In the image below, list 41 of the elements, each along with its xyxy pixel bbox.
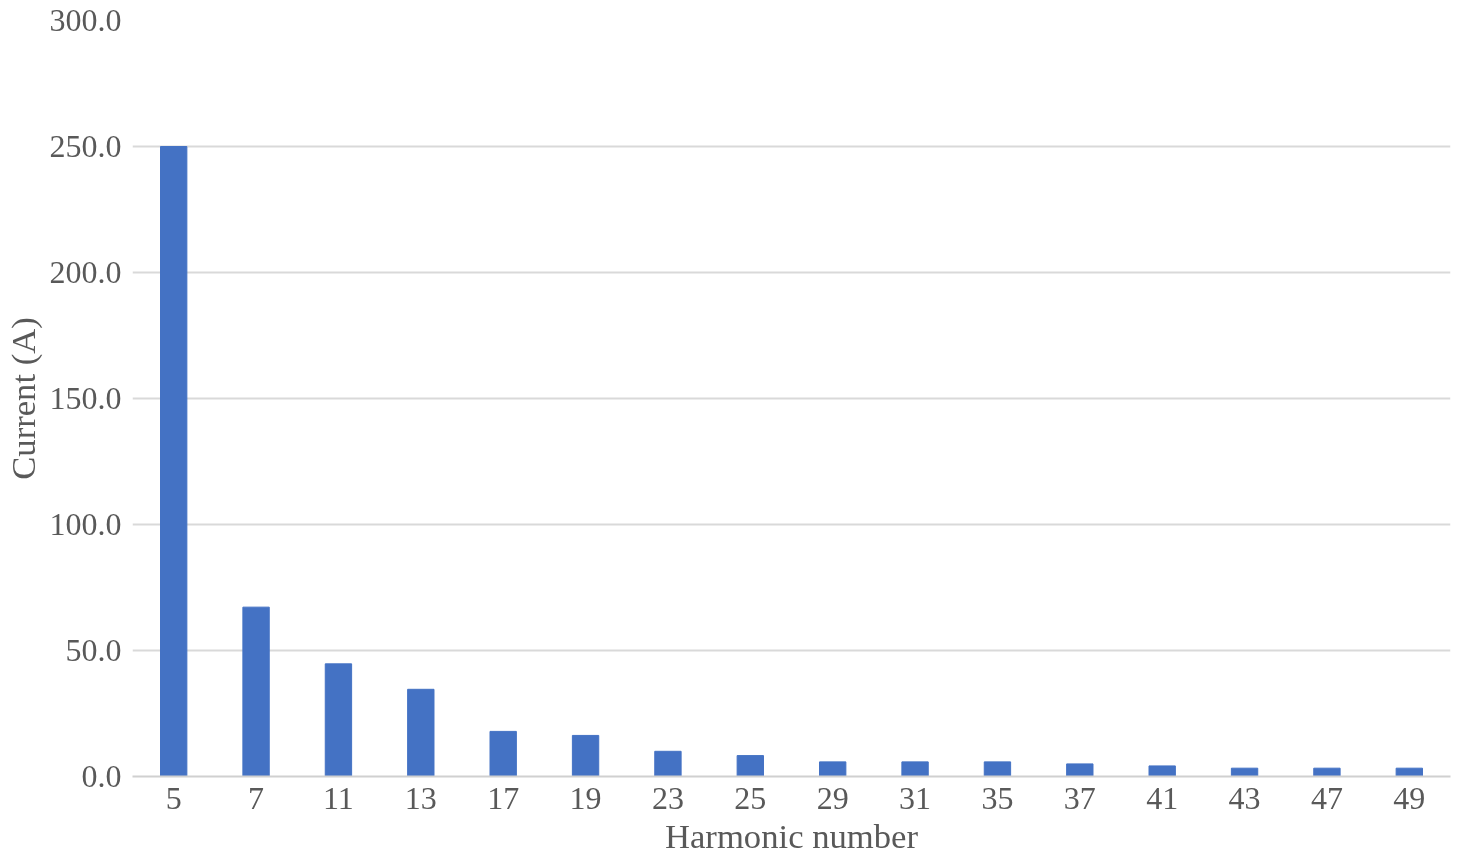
- bar: [819, 761, 847, 777]
- x-tick-label: 47: [1310, 779, 1343, 816]
- x-tick-label: 7: [248, 779, 265, 816]
- bar: [407, 688, 435, 777]
- x-tick-label: 5: [165, 779, 182, 816]
- y-tick-label: 100.0: [49, 506, 122, 542]
- x-tick-label: 49: [1393, 779, 1426, 816]
- x-tick-label: 11: [323, 779, 354, 816]
- x-tick-label: 23: [651, 779, 684, 816]
- bar: [1313, 767, 1341, 777]
- x-tick-label: 13: [404, 779, 437, 816]
- x-tick-label: 41: [1146, 779, 1179, 816]
- y-tick-label: 300.0: [49, 2, 122, 38]
- x-tick-label: 19: [569, 779, 602, 816]
- bar: [242, 606, 270, 777]
- y-axis-title: Current (A): [3, 317, 43, 480]
- bar: [1066, 763, 1094, 777]
- y-tick-label: 200.0: [49, 254, 122, 290]
- bar: [571, 734, 600, 777]
- x-tick-label: 43: [1228, 779, 1261, 816]
- x-tick-label: 17: [487, 779, 520, 816]
- x-tick-label: 35: [981, 779, 1014, 816]
- bar: [1395, 767, 1423, 777]
- x-axis-title: Harmonic number: [664, 816, 919, 855]
- y-tick-label: 50.0: [65, 632, 122, 668]
- bar: [1148, 765, 1176, 777]
- x-tick-label: 31: [899, 779, 932, 816]
- y-tick-label: 150.0: [49, 380, 122, 416]
- bar: [983, 761, 1012, 777]
- y-tick-label: 0.0: [81, 758, 122, 794]
- bar: [654, 750, 682, 777]
- bar: [324, 663, 353, 777]
- x-tick-label: 25: [734, 779, 767, 816]
- x-tick-label: 29: [816, 779, 849, 816]
- bar: [160, 146, 188, 777]
- bar: [736, 755, 764, 777]
- bar: [901, 761, 929, 777]
- x-tick-label: 37: [1063, 779, 1096, 816]
- y-tick-label: 250.0: [49, 128, 122, 164]
- bar: [1230, 767, 1259, 777]
- bar: [489, 730, 517, 777]
